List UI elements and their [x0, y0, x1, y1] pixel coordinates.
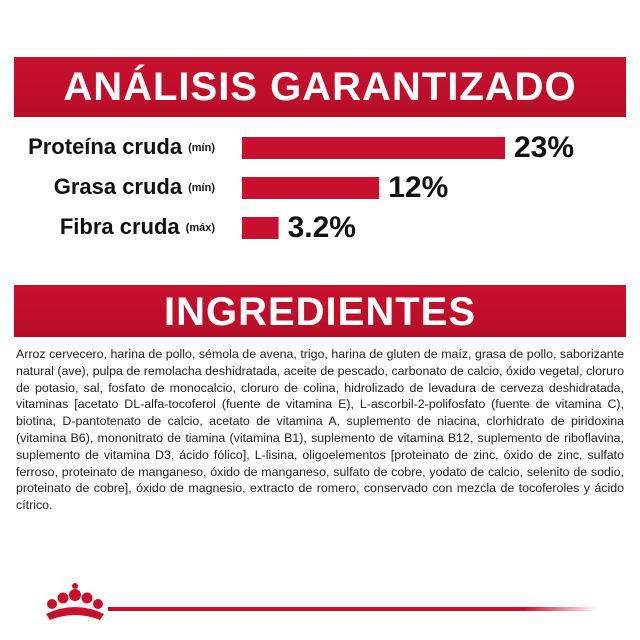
category-qualifier: (mín)	[188, 182, 215, 194]
bar	[242, 177, 380, 199]
value-label: 12%	[388, 171, 448, 204]
section-title: ANÁLISIS GARANTIZADO	[14, 57, 626, 117]
divider	[108, 607, 598, 611]
bar	[242, 137, 505, 159]
category-qualifier: (máx)	[186, 222, 216, 234]
category-name: Proteína cruda	[28, 134, 183, 159]
value-label: 23%	[514, 131, 574, 164]
footer-logo	[46, 583, 598, 620]
category-name: Grasa cruda	[54, 174, 183, 199]
category-name: Fibra cruda	[60, 214, 181, 239]
ingredients-text: Arroz cervecero, harina de pollo, sémola…	[16, 347, 624, 513]
category-qualifier: (mín)	[188, 142, 215, 154]
category-label: Fibra cruda (máx)	[60, 214, 215, 239]
chart: Proteína cruda (mín) 23% Grasa cruda (mín) 12…	[28, 131, 574, 244]
crown	[46, 583, 104, 620]
bar	[242, 217, 279, 239]
section-title: INGREDIENTES	[14, 285, 626, 337]
category-label: Grasa cruda (mín)	[54, 174, 216, 199]
value-label: 3.2%	[288, 211, 356, 244]
category-label: Proteína cruda (mín)	[28, 134, 215, 159]
